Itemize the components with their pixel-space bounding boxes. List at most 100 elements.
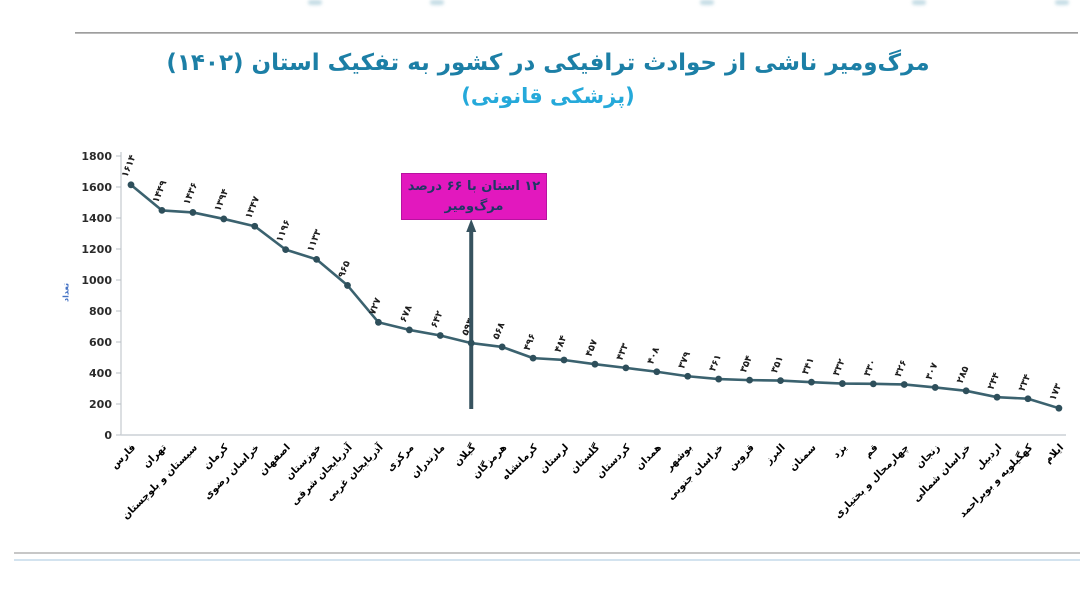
data-point bbox=[220, 215, 228, 223]
data-point bbox=[808, 378, 815, 386]
text-remnant-smudge bbox=[430, 0, 444, 5]
data-point bbox=[560, 356, 568, 364]
data-point bbox=[900, 381, 908, 388]
data-point-label: ۱۳۹۴ bbox=[212, 187, 231, 213]
x-axis-label: سمنان bbox=[788, 442, 819, 473]
data-point-label: ۱۴۴۹ bbox=[151, 179, 170, 205]
text-remnant-smudge bbox=[912, 0, 926, 5]
y-axis-tick-label: 0 bbox=[104, 429, 112, 442]
data-point-label: ۴۹۶ bbox=[522, 332, 539, 352]
data-point-label: ۵۶۸ bbox=[491, 321, 508, 341]
y-axis-tick-label: 200 bbox=[89, 398, 112, 411]
data-point-label: ۱۱۹۶ bbox=[274, 218, 293, 244]
y-axis-tick-label: 800 bbox=[89, 305, 112, 318]
data-point bbox=[498, 343, 506, 351]
x-axis-label: ایلام bbox=[1043, 442, 1066, 465]
y-axis-tick-label: 1800 bbox=[81, 150, 112, 163]
data-point-label: ۶۷۸ bbox=[398, 304, 415, 324]
x-axis-label: یزد bbox=[831, 442, 850, 461]
data-point bbox=[282, 246, 290, 254]
x-axis-label: تهران bbox=[141, 442, 169, 470]
data-point bbox=[251, 222, 259, 230]
data-point-label: ۳۰۷ bbox=[924, 361, 941, 381]
data-point bbox=[746, 376, 753, 384]
data-point bbox=[962, 387, 970, 395]
data-point bbox=[127, 181, 135, 189]
data-point bbox=[931, 384, 939, 391]
data-point bbox=[838, 380, 846, 387]
x-axis-label: مازندران bbox=[409, 442, 447, 480]
y-axis-tick-label: 1600 bbox=[81, 181, 112, 194]
data-point-label: ۴۰۸ bbox=[645, 345, 662, 365]
annotation-text-line2: مرگ‌ومیر bbox=[444, 198, 504, 214]
y-axis-tick-label: 1400 bbox=[81, 212, 112, 225]
data-point-label: ۳۷۹ bbox=[676, 350, 693, 370]
data-point-label: ۱۳۴۷ bbox=[243, 195, 262, 221]
data-point bbox=[622, 364, 630, 372]
data-point bbox=[436, 332, 444, 339]
data-point-label: ۲۳۴ bbox=[1017, 372, 1034, 392]
x-axis-label: قزوین bbox=[726, 442, 756, 472]
data-point-label: ۳۶۱ bbox=[707, 353, 724, 373]
data-point bbox=[344, 282, 351, 289]
data-line bbox=[130, 183, 1060, 410]
data-point bbox=[777, 377, 784, 384]
y-axis-tick-label: 1200 bbox=[81, 243, 112, 256]
data-point bbox=[993, 393, 1001, 401]
data-point-label: ۴۵۷ bbox=[584, 338, 601, 358]
data-point-label: ۶۴۲ bbox=[429, 309, 446, 329]
data-point bbox=[529, 354, 537, 362]
top-divider-line bbox=[75, 32, 1078, 34]
data-point bbox=[375, 318, 382, 326]
data-point bbox=[684, 372, 692, 380]
data-point-label: ۷۲۷ bbox=[367, 296, 384, 316]
data-point-label: ۳۴۱ bbox=[800, 356, 817, 376]
annotation-callout: ۱۲ استان با ۶۶ درصد مرگ‌ومیر bbox=[401, 173, 547, 220]
data-point-label: ۳۳۲ bbox=[831, 357, 848, 377]
x-axis-label: البرز bbox=[763, 442, 788, 467]
data-point-label: ۳۳۰ bbox=[862, 358, 879, 378]
data-point bbox=[158, 207, 166, 214]
x-axis-label: لرستان bbox=[538, 442, 571, 475]
data-point-label: ۱۶۱۴ bbox=[120, 153, 139, 179]
x-axis-label: کردستان bbox=[595, 442, 634, 481]
data-point-label: ۴۳۳ bbox=[614, 342, 631, 362]
data-point-label: ۱۴۳۶ bbox=[181, 181, 200, 207]
data-point-label: ۳۲۶ bbox=[893, 358, 910, 378]
annotation-pointer-arrow bbox=[466, 219, 477, 232]
x-axis-label: اردبیل bbox=[974, 442, 1004, 472]
x-axis-label: خراسان شمالی bbox=[911, 442, 973, 504]
text-remnant-smudge bbox=[308, 0, 322, 5]
data-point-label: ۳۵۴ bbox=[738, 354, 755, 374]
text-remnant-smudge bbox=[1055, 0, 1069, 5]
data-point-label: ۲۸۵ bbox=[955, 365, 972, 385]
data-point bbox=[1024, 395, 1032, 403]
data-point bbox=[591, 360, 599, 368]
y-axis-tick-label: 600 bbox=[89, 336, 112, 349]
chart-subtitle: (پزشکی قانونی) bbox=[461, 84, 635, 108]
data-point bbox=[1055, 404, 1063, 412]
data-point-label: ۲۴۴ bbox=[986, 371, 1003, 391]
data-point bbox=[869, 380, 877, 388]
data-point-label: ۱۱۳۳ bbox=[305, 228, 324, 254]
x-axis-label: کرمان bbox=[202, 442, 231, 471]
chart-title: مرگ‌ومیر ناشی از حوادث ترافیکی در کشور ب… bbox=[166, 50, 930, 76]
y-axis-tick-label: 400 bbox=[89, 367, 112, 380]
data-point-label: ۹۶۵ bbox=[336, 259, 353, 279]
data-point bbox=[189, 209, 197, 216]
y-axis-tick-label: 1000 bbox=[81, 274, 112, 287]
data-point-label: ۵۹۳ bbox=[460, 317, 477, 337]
bottom-accent-line bbox=[14, 559, 1080, 561]
x-axis-label: خراسان جنوبی bbox=[666, 442, 726, 502]
data-point-label: ۳۵۱ bbox=[769, 354, 786, 374]
bottom-divider-line bbox=[14, 552, 1080, 554]
data-point-label: ۱۷۳ bbox=[1047, 382, 1064, 402]
data-point bbox=[467, 339, 475, 347]
data-point bbox=[405, 326, 413, 334]
x-axis-label: خراسان رضوی bbox=[202, 442, 262, 502]
data-point bbox=[313, 255, 320, 263]
text-remnant-smudge bbox=[700, 0, 714, 5]
annotation-text-line1: ۱۲ استان با ۶۶ درصد bbox=[407, 179, 541, 194]
